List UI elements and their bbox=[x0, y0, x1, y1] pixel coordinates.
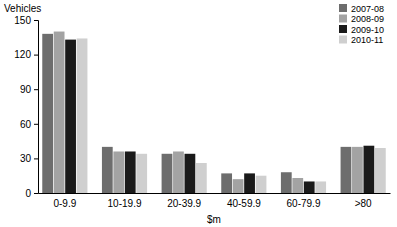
legend-label: 2007-08 bbox=[351, 4, 384, 14]
bar bbox=[136, 154, 147, 193]
bar bbox=[304, 181, 315, 193]
x-axis-title: $m bbox=[207, 214, 221, 225]
bar bbox=[363, 146, 374, 193]
x-axis-line bbox=[39, 193, 391, 194]
legend-swatch bbox=[339, 36, 347, 44]
bar-series bbox=[77, 38, 386, 193]
bar bbox=[352, 147, 363, 193]
legend-entry: 2010-11 bbox=[339, 35, 383, 45]
legend-swatch bbox=[339, 15, 347, 23]
bar bbox=[77, 38, 88, 193]
bar bbox=[173, 151, 184, 193]
y-tick-label: 0 bbox=[25, 188, 31, 199]
chart: 0 30 60 90 120 150 0-9.9 10-19.9 20-39.9 40-59.9 6… bbox=[0, 0, 397, 227]
x-tick: 20-39.9 bbox=[167, 193, 201, 209]
legend-label: 2010-11 bbox=[351, 35, 383, 45]
bar bbox=[221, 173, 232, 193]
bar-series bbox=[42, 34, 351, 193]
y-tick-mark bbox=[34, 55, 38, 56]
bar bbox=[233, 179, 244, 193]
x-tick: 0-9.9 bbox=[53, 193, 76, 209]
legend-swatch bbox=[339, 4, 347, 12]
bar bbox=[125, 151, 136, 193]
y-tick: 90 bbox=[20, 84, 38, 95]
y-tick-mark bbox=[34, 158, 38, 159]
x-tick: 40-59.9 bbox=[227, 193, 261, 209]
x-tick: 60-79.9 bbox=[287, 193, 321, 209]
legend-swatch bbox=[339, 25, 347, 33]
y-tick-label: 30 bbox=[20, 153, 32, 164]
bar bbox=[185, 154, 196, 193]
y-tick: 30 bbox=[20, 153, 38, 164]
bar bbox=[341, 147, 352, 193]
x-axis: 0-9.9 10-19.9 20-39.9 40-59.9 60-79.9 >80 bbox=[39, 193, 391, 209]
y-axis-title: Vehicles bbox=[4, 3, 41, 14]
legend-label: 2009-10 bbox=[351, 25, 384, 35]
legend-entry: 2009-10 bbox=[339, 25, 384, 35]
bars bbox=[42, 32, 385, 193]
y-tick-mark bbox=[34, 193, 38, 194]
y-tick-label: 90 bbox=[20, 84, 32, 95]
legend-entry: 2007-08 bbox=[339, 4, 384, 14]
y-tick-mark bbox=[34, 20, 38, 21]
bar bbox=[65, 40, 76, 193]
y-tick-label: 150 bbox=[14, 15, 31, 26]
y-tick-mark bbox=[34, 124, 38, 125]
x-tick-label: 20-39.9 bbox=[167, 198, 201, 209]
y-tick: 150 bbox=[14, 15, 38, 26]
bar bbox=[256, 176, 267, 193]
bar bbox=[292, 178, 303, 193]
y-tick-mark bbox=[34, 89, 38, 90]
bar bbox=[102, 147, 113, 193]
y-tick: 0 bbox=[25, 188, 38, 199]
x-tick: >80 bbox=[355, 193, 372, 209]
y-tick-label: 60 bbox=[20, 119, 32, 130]
legend-label: 2008-09 bbox=[351, 14, 384, 24]
legend: 2007-082008-092009-102010-11 bbox=[339, 4, 384, 46]
bar bbox=[42, 34, 53, 193]
y-tick: 120 bbox=[14, 49, 38, 60]
x-tick-label: 10-19.9 bbox=[108, 198, 142, 209]
bar bbox=[54, 32, 65, 193]
plot: 0 30 60 90 120 150 0-9.9 10-19.9 20-39.9 40-59.9 6… bbox=[14, 15, 390, 209]
x-tick: 10-19.9 bbox=[108, 193, 142, 209]
bar bbox=[244, 173, 255, 193]
y-axis-line bbox=[34, 21, 39, 194]
bar bbox=[113, 151, 124, 193]
bar-series bbox=[65, 40, 374, 193]
bar bbox=[162, 154, 173, 193]
bar-series bbox=[54, 32, 363, 193]
x-tick-label: 60-79.9 bbox=[287, 198, 321, 209]
legend-entry: 2008-09 bbox=[339, 14, 384, 24]
y-tick: 60 bbox=[20, 119, 38, 130]
bar bbox=[375, 148, 386, 193]
x-tick-label: 40-59.9 bbox=[227, 198, 261, 209]
y-tick-label: 120 bbox=[14, 49, 31, 60]
x-tick-label: 0-9.9 bbox=[53, 198, 76, 209]
bar bbox=[315, 181, 326, 193]
bar bbox=[196, 163, 207, 193]
x-tick-label: >80 bbox=[355, 198, 372, 209]
bar bbox=[281, 172, 292, 193]
y-axis: 0 30 60 90 120 150 bbox=[14, 15, 38, 199]
